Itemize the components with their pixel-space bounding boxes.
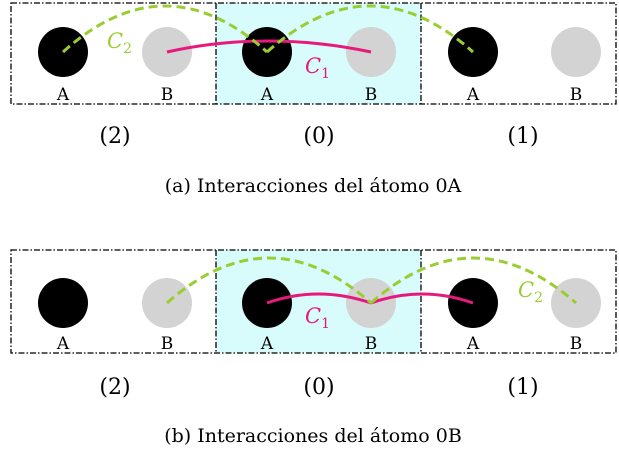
c1-curve xyxy=(266,292,372,305)
atom-label: B xyxy=(161,334,174,354)
panel-a: C2 C1 A B A B A B (2) (0) (1) (a) Intera… xyxy=(10,2,617,197)
cell-label: (0) xyxy=(303,124,334,149)
c2-curve xyxy=(370,256,577,305)
c1-curve xyxy=(166,39,372,54)
cell-label: (0) xyxy=(303,375,334,400)
cell-label: (1) xyxy=(507,124,538,149)
cell-strip-border xyxy=(10,2,617,105)
c1-label: C1 xyxy=(305,304,330,332)
caption-b: (b) Interacciones del átomo 0B xyxy=(164,425,462,447)
c2-label: C2 xyxy=(518,278,543,306)
cell-strip-border xyxy=(10,249,617,354)
c1-curve xyxy=(370,292,474,305)
cell-label: (2) xyxy=(99,124,130,149)
atom-a xyxy=(38,278,88,328)
atom-b xyxy=(551,27,601,77)
c2-curve xyxy=(166,256,372,305)
c1-label: C1 xyxy=(305,54,330,82)
atom-label: B xyxy=(365,85,378,105)
atom-label: B xyxy=(161,85,174,105)
atom-label: B xyxy=(365,334,378,354)
cell-label: (1) xyxy=(507,375,538,400)
atom-label: B xyxy=(570,85,583,105)
atom-label: A xyxy=(466,85,480,105)
atom-label: A xyxy=(56,334,70,354)
atom-label: A xyxy=(56,85,70,105)
c2-curve xyxy=(266,4,474,54)
cell-label: (2) xyxy=(99,375,130,400)
atom-label: A xyxy=(466,334,480,354)
c2-curve xyxy=(61,4,269,54)
atom-label: A xyxy=(260,85,274,105)
c2-label: C2 xyxy=(107,29,132,57)
caption-a: (a) Interacciones del átomo 0A xyxy=(165,175,462,197)
panel-b: C1 C2 A B A B A B (2) (0) (1) (b) Intera… xyxy=(10,249,617,447)
atom-label: A xyxy=(260,334,274,354)
atom-label: B xyxy=(570,334,583,354)
